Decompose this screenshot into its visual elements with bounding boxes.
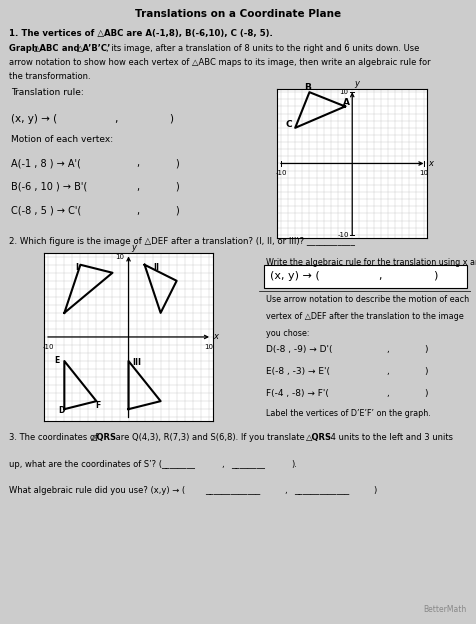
Text: Translations on a Coordinate Plane: Translations on a Coordinate Plane (135, 9, 341, 19)
Text: ): ) (425, 346, 428, 354)
Text: ): ) (425, 368, 428, 376)
Text: x: x (428, 159, 433, 168)
Text: ): ) (425, 389, 428, 398)
Text: ,: , (378, 271, 382, 281)
Text: (x, y) → (: (x, y) → ( (270, 271, 320, 281)
Text: Translation rule:: Translation rule: (11, 88, 84, 97)
Text: ): ) (176, 182, 179, 192)
Text: ): ) (373, 486, 377, 495)
Text: ,: , (387, 368, 389, 376)
Text: △QRS: △QRS (91, 434, 117, 442)
Text: and: and (60, 44, 83, 53)
Text: B: B (304, 82, 311, 92)
Text: 1. The vertices of △ABC are A(-1,8), B(-6,10), C (-8, 5).: 1. The vertices of △ABC are A(-1,8), B(-… (10, 29, 273, 38)
Text: BetterMath: BetterMath (423, 605, 466, 615)
Text: C: C (286, 120, 292, 129)
Text: ,: , (136, 206, 139, 216)
Text: E: E (55, 356, 60, 364)
Text: 4 units to the left and 3 units: 4 units to the left and 3 units (328, 434, 453, 442)
Text: 10: 10 (116, 254, 125, 260)
Text: ,: , (387, 346, 389, 354)
Text: -10: -10 (275, 170, 287, 176)
Text: _____________: _____________ (205, 486, 260, 495)
Text: D: D (58, 406, 64, 415)
Text: D(-8 , -9) → D'(: D(-8 , -9) → D'( (266, 346, 332, 354)
Text: Write the algebraic rule for the translation using x and y:: Write the algebraic rule for the transla… (266, 258, 476, 267)
Text: F(-4 , -8) → F'(: F(-4 , -8) → F'( (266, 389, 328, 398)
Text: y: y (354, 79, 359, 88)
Text: B(-6 , 10 ) → B'(: B(-6 , 10 ) → B'( (11, 182, 88, 192)
Text: -10: -10 (42, 344, 54, 350)
Text: ).: ). (292, 460, 298, 469)
Text: ,: , (387, 389, 389, 398)
Text: arrow notation to show how each vertex of △ABC maps to its image, then write an : arrow notation to show how each vertex o… (10, 58, 431, 67)
Text: (x, y) → (: (x, y) → ( (11, 114, 58, 124)
Text: 10: 10 (340, 89, 349, 95)
Text: ,: , (285, 486, 288, 495)
Text: 10: 10 (204, 344, 213, 350)
Text: C(-8 , 5 ) → C'(: C(-8 , 5 ) → C'( (11, 206, 81, 216)
Text: A(-1 , 8 ) → A'(: A(-1 , 8 ) → A'( (11, 158, 81, 168)
Text: 3. The coordinates of: 3. The coordinates of (10, 434, 101, 442)
Text: ): ) (176, 158, 179, 168)
Text: Motion of each vertex:: Motion of each vertex: (11, 135, 113, 145)
Text: ,: , (114, 114, 118, 124)
Text: Graph: Graph (10, 44, 41, 53)
Text: Use arrow notation to describe the motion of each: Use arrow notation to describe the motio… (266, 295, 469, 304)
Text: 2. Which figure is the image of △DEF after a translation? (I, II, or III)? _____: 2. Which figure is the image of △DEF aft… (10, 237, 356, 246)
Text: III: III (132, 358, 141, 367)
Text: 10: 10 (419, 170, 428, 176)
Text: △QRS: △QRS (306, 434, 332, 442)
Text: vertex of △DEF after the translation to the image: vertex of △DEF after the translation to … (266, 311, 464, 321)
Text: you chose:: you chose: (266, 328, 309, 338)
Text: ): ) (176, 206, 179, 216)
Text: ): ) (169, 114, 173, 124)
Text: F: F (95, 401, 100, 409)
Text: -10: -10 (337, 232, 349, 238)
Text: _____________: _____________ (294, 486, 349, 495)
Text: are Q(4,3), R(7,3) and S(6,8). If you translate: are Q(4,3), R(7,3) and S(6,8). If you tr… (113, 434, 308, 442)
Text: Label the vertices of D’E’F’ on the graph.: Label the vertices of D’E’F’ on the grap… (266, 409, 430, 419)
Text: II: II (154, 263, 159, 272)
Text: E(-8 , -3) → E'(: E(-8 , -3) → E'( (266, 368, 330, 376)
Text: the transformation.: the transformation. (10, 72, 91, 81)
Text: ,: , (136, 158, 139, 168)
Text: x: x (214, 333, 218, 341)
Text: ): ) (433, 271, 437, 281)
Text: △ABC: △ABC (34, 44, 59, 53)
Text: △A’B’C’: △A’B’C’ (77, 44, 111, 53)
Text: ,: , (136, 182, 139, 192)
Text: y: y (131, 243, 136, 252)
Text: ________: ________ (161, 460, 195, 469)
Text: I: I (75, 263, 78, 272)
Text: up, what are the coordinates of S’? (: up, what are the coordinates of S’? ( (10, 460, 162, 469)
Text: What algebraic rule did you use? (x,y) → (: What algebraic rule did you use? (x,y) →… (10, 486, 186, 495)
FancyBboxPatch shape (264, 265, 467, 288)
Text: A: A (343, 99, 350, 107)
Text: ,: , (222, 460, 224, 469)
Text: , its image, after a translation of 8 units to the right and 6 units down. Use: , its image, after a translation of 8 un… (107, 44, 420, 53)
Text: ________: ________ (231, 460, 265, 469)
